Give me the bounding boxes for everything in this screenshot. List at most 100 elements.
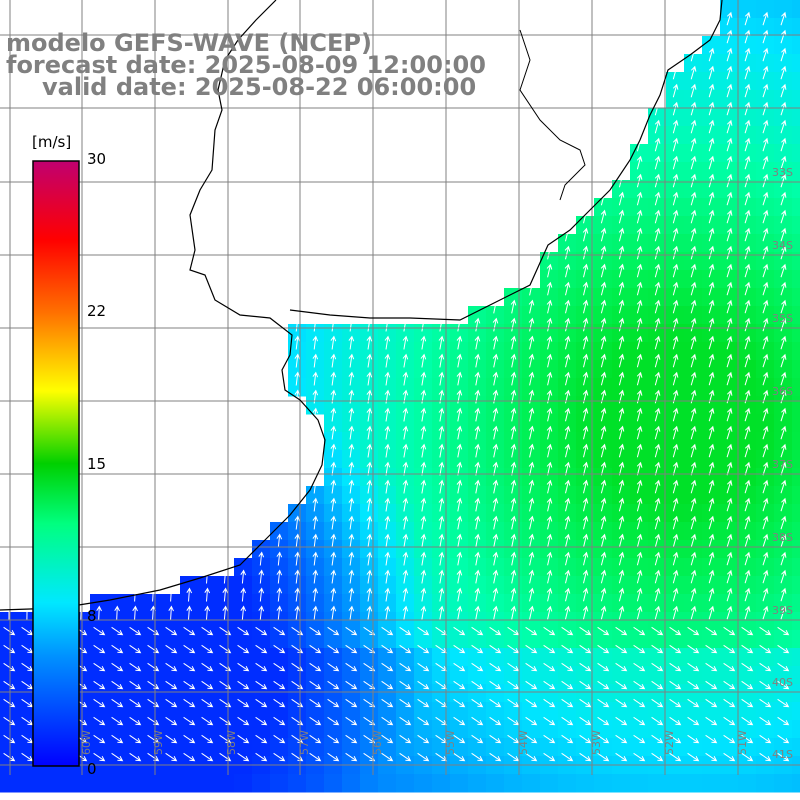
wind-arrow: [636, 317, 643, 332]
wind-arrow: [273, 644, 286, 654]
wind-arrow: [474, 317, 481, 332]
wind-arrow: [510, 533, 517, 548]
wind-arrow: [582, 569, 589, 584]
field-cell: [792, 612, 800, 631]
wind-arrow: [402, 569, 409, 584]
wind-arrow: [492, 515, 499, 530]
wind-arrow: [780, 587, 787, 602]
wind-arrow: [762, 119, 769, 134]
wind-arrow: [564, 569, 571, 584]
field-cell: [612, 252, 631, 271]
wind-arrow: [291, 644, 304, 654]
field-cell: [594, 288, 613, 307]
field-cell: [774, 342, 793, 361]
field-cell: [450, 468, 469, 487]
field-cell: [252, 648, 271, 667]
wind-arrow: [744, 11, 751, 26]
field-cell: [396, 414, 415, 433]
wind-arrow: [348, 407, 355, 422]
wind-arrow: [165, 680, 178, 690]
field-cell: [648, 324, 667, 343]
field-cell: [522, 576, 541, 595]
field-cell: [738, 648, 757, 667]
field-cell: [450, 486, 469, 505]
field-cell: [666, 774, 685, 793]
field-cell: [396, 612, 415, 631]
wind-arrow: [654, 317, 661, 332]
field-cell: [702, 90, 721, 109]
field-cell: [684, 108, 703, 127]
wind-arrow: [654, 497, 661, 512]
wind-arrow: [687, 698, 700, 708]
wind-arrow: [471, 716, 484, 726]
wind-arrow: [201, 680, 214, 690]
wind-arrow: [255, 734, 268, 744]
wind-arrow: [600, 209, 607, 224]
field-cell: [288, 594, 307, 613]
wind-arrow: [636, 605, 643, 620]
wind-arrow: [273, 734, 286, 744]
wind-arrow: [366, 515, 373, 530]
wind-arrow: [3, 734, 16, 744]
wind-arrow: [726, 569, 733, 584]
wind-arrow: [381, 698, 394, 708]
wind-arrow: [690, 317, 697, 332]
field-cell: [306, 540, 325, 559]
field-cell: [738, 0, 757, 19]
field-cell: [468, 612, 487, 631]
field-cell: [342, 738, 361, 757]
wind-arrow: [708, 335, 715, 350]
wind-arrow: [402, 353, 409, 368]
wind-arrow: [723, 734, 736, 744]
wind-arrow: [291, 698, 304, 708]
wind-arrow: [420, 461, 427, 476]
wind-arrow: [705, 752, 718, 762]
field-cell: [342, 504, 361, 523]
wind-arrow: [777, 626, 790, 636]
field-cell: [306, 522, 325, 541]
field-cell: [720, 306, 739, 325]
field-cell: [774, 648, 793, 667]
wind-arrow: [690, 353, 697, 368]
field-cell: [450, 504, 469, 523]
wind-arrow: [366, 479, 373, 494]
field-cell: [666, 72, 685, 91]
wind-arrow: [327, 644, 340, 654]
wind-arrow: [708, 533, 715, 548]
wind-arrow: [690, 407, 697, 422]
field-cell: [234, 774, 253, 793]
wind-arrow: [114, 605, 120, 620]
field-cell: [450, 684, 469, 703]
wind-arrow: [312, 317, 319, 332]
field-cell: [702, 162, 721, 181]
field-cell: [702, 360, 721, 379]
field-cell: [738, 504, 757, 523]
wind-arrow: [618, 587, 625, 602]
field-cell: [594, 324, 613, 343]
wind-arrow: [255, 626, 268, 636]
wind-arrow: [330, 407, 337, 422]
field-cell: [198, 666, 217, 685]
wind-arrow: [165, 716, 178, 726]
wind-arrow: [222, 587, 229, 602]
wind-arrow: [780, 11, 787, 26]
field-cell: [792, 252, 800, 271]
field-cell: [702, 612, 721, 631]
field-cell: [558, 234, 577, 253]
wind-arrow: [744, 461, 751, 476]
wind-arrow: [93, 734, 106, 744]
field-cell: [612, 666, 631, 685]
wind-arrow: [672, 299, 679, 314]
wind-arrow: [471, 752, 484, 762]
field-cell: [738, 612, 757, 631]
field-cell: [522, 486, 541, 505]
field-cell: [504, 522, 523, 541]
wind-arrow: [690, 479, 697, 494]
wind-arrow: [528, 479, 535, 494]
field-cell: [702, 666, 721, 685]
wind-arrow: [348, 461, 355, 476]
field-cell: [558, 576, 577, 595]
wind-arrow: [543, 626, 556, 636]
wind-arrow: [690, 191, 697, 206]
field-cell: [774, 180, 793, 199]
